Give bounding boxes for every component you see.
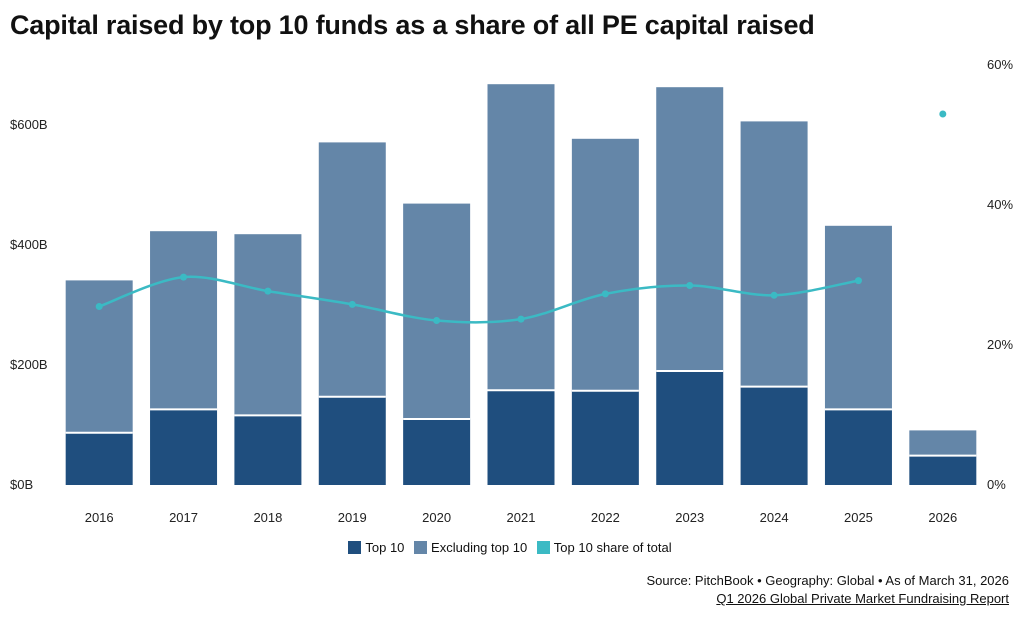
y-right-tick-label: 0% (987, 477, 1006, 492)
bar-excluding-top10 (403, 203, 471, 419)
share-point (95, 303, 103, 310)
stacked-bar-chart: $0B$200B$400B$600B 0%20%40%60% 2016 2017 2… (10, 57, 1013, 525)
share-point (264, 287, 272, 295)
y-left-tick-label: $0B (10, 477, 33, 492)
share-point (686, 282, 694, 289)
bar-top10 (571, 390, 639, 485)
y-left-tick-label: $600B (10, 117, 48, 132)
y-right-tick-label: 20% (987, 337, 1013, 352)
left-axis: $0B $200B $400B $600B (10, 117, 48, 492)
bar-top10 (150, 409, 218, 485)
bar-excluding-top10 (740, 121, 808, 387)
bar-top10 (65, 432, 133, 485)
bar-excluding-top10 (909, 430, 977, 456)
y-left-tick-label: $200B (10, 357, 48, 372)
share-point (854, 277, 862, 285)
legend: Top 10 Excluding top 10 Top 10 share of … (0, 540, 1020, 557)
share-point (180, 273, 188, 281)
x-tick-label: 2022 (591, 510, 620, 525)
share-point (517, 315, 525, 323)
x-axis: 2016 2017 2018 2019 2020 2021 2022 2023 2024 2025… (85, 510, 958, 525)
legend-label-top10: Top 10 (365, 540, 405, 555)
report-link[interactable]: Q1 2026 Global Private Market Fundraisin… (716, 591, 1009, 606)
bar-excluding-top10 (487, 84, 555, 391)
x-tick-label: 2025 (844, 510, 873, 525)
bar-excluding-top10 (824, 225, 892, 410)
bar-top10 (318, 396, 386, 485)
share-point (939, 110, 947, 118)
legend-swatch-top10 (348, 541, 362, 554)
bar-excluding-top10 (318, 142, 386, 397)
bar-excluding-top10 (150, 231, 218, 410)
y-right-tick-label: 60% (987, 57, 1013, 72)
x-tick-label: 2018 (253, 510, 282, 525)
x-tick-label: 2023 (675, 510, 704, 525)
legend-label-share: Top 10 share of total (553, 540, 672, 555)
x-tick-label: 2017 (169, 510, 198, 525)
bar-top10 (403, 419, 471, 485)
bars (65, 84, 977, 485)
x-tick-label: 2020 (422, 510, 451, 525)
share-line-path (98, 275, 859, 324)
bar-top10 (234, 415, 302, 485)
legend-swatch-share (536, 541, 550, 554)
y-left-tick-label: $400B (10, 237, 48, 252)
legend-item-top10[interactable]: Top 10 (348, 540, 404, 555)
share-point (601, 290, 609, 298)
bar-excluding-top10 (234, 234, 302, 416)
x-tick-label: 2026 (928, 510, 957, 525)
share-line (95, 110, 947, 324)
legend-label-excluding: Excluding top 10 (431, 540, 528, 555)
bar-top10 (656, 371, 724, 485)
y-right-tick-label: 40% (987, 197, 1013, 212)
bar-excluding-top10 (656, 87, 724, 371)
source-block: Source: PitchBook • Geography: Global • … (647, 572, 1009, 608)
x-tick-label: 2021 (507, 510, 536, 525)
bar-top10 (740, 386, 808, 485)
bar-excluding-top10 (571, 138, 639, 391)
x-tick-label: 2019 (338, 510, 367, 525)
x-tick-label: 2016 (85, 510, 114, 525)
legend-swatch-excluding (414, 541, 428, 554)
right-axis: 0% 20% 40% 60% (987, 57, 1013, 492)
bar-top10 (909, 455, 977, 485)
legend-item-share[interactable]: Top 10 share of total (536, 540, 672, 555)
legend-item-excluding[interactable]: Excluding top 10 (414, 540, 527, 555)
chart-title: Capital raised by top 10 funds as a shar… (10, 10, 815, 40)
share-point (770, 291, 778, 299)
bar-top10 (487, 390, 555, 485)
source-line: Source: PitchBook • Geography: Global • … (646, 573, 1009, 588)
bar-top10 (824, 409, 892, 485)
share-point (433, 317, 441, 324)
share-point (348, 300, 356, 308)
x-tick-label: 2024 (760, 510, 789, 525)
